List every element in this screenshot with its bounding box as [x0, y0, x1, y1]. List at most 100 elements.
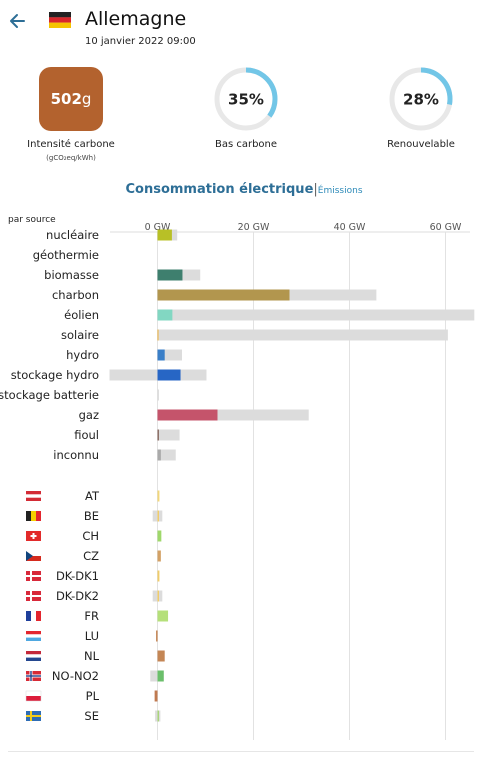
production-bar: [157, 309, 173, 321]
exchange-bar: [157, 650, 165, 662]
capacity-bar: [157, 409, 309, 421]
exchange-label: LU: [85, 629, 99, 643]
capacity-bar: [157, 349, 182, 361]
exchange-row: CH: [26, 529, 162, 543]
exchange-row: DK-DK2: [26, 589, 163, 603]
exchange-label: CZ: [83, 549, 99, 563]
exchange-label: BE: [84, 509, 99, 523]
row-label: inconnu: [53, 448, 99, 462]
row-label: éolien: [64, 308, 99, 322]
low-carbon-label: Bas carbone: [214, 139, 278, 150]
chart-axis-ticks: 0 GW 20 GW 40 GW 60 GW: [145, 222, 462, 233]
tick-label: 40 GW: [334, 222, 366, 233]
capacity-bar-negative: [109, 369, 158, 381]
production-row: nucléaire: [46, 228, 178, 242]
arrow-left-icon: [10, 14, 25, 28]
capacity-bar: [157, 389, 159, 401]
exchange-bar: [157, 550, 161, 562]
exchange-label: AT: [85, 489, 100, 503]
exchange-label: DK-DK1: [56, 569, 99, 583]
production-row: inconnu: [53, 448, 176, 462]
tick-label: 20 GW: [238, 222, 270, 233]
production-row: stockage hydro: [11, 368, 207, 382]
page-title: Allemagne: [85, 8, 187, 30]
capacity-bar: [157, 329, 448, 341]
production-row: hydro: [66, 348, 182, 362]
production-row: fioul: [74, 428, 180, 442]
chart-tabs: Consommation électrique|Émissions: [0, 178, 488, 197]
renewable-value: 28%: [403, 91, 439, 109]
exchange-bar: [157, 510, 159, 522]
row-label: biomasse: [44, 268, 99, 282]
production-bar: [157, 429, 159, 441]
exchange-row: CZ: [26, 549, 161, 563]
exchange-bar: [157, 590, 159, 602]
exchange-bar: [157, 670, 164, 682]
tick-label: 0 GW: [145, 222, 171, 233]
low-carbon-gauge: 35%: [213, 66, 279, 132]
flag-lu-icon: [26, 631, 41, 641]
tab-consumption[interactable]: Consommation électrique: [125, 182, 314, 197]
row-label: stockage batterie: [0, 388, 99, 402]
production-bar: [157, 449, 161, 461]
datetime: 10 janvier 2022 09:00: [85, 36, 196, 47]
production-bar: [157, 369, 181, 381]
production-row: géothermie: [33, 248, 99, 262]
flag-cz-icon: [26, 551, 41, 561]
exchange-row: PL: [25, 689, 158, 703]
exchange-label: SE: [84, 709, 99, 723]
tab-separator: |: [313, 182, 318, 197]
low-carbon-value: 35%: [228, 91, 264, 109]
exchange-bar: [157, 490, 160, 502]
exchange-label: CH: [82, 529, 99, 543]
exchange-label: PL: [86, 689, 100, 703]
tick-label: 60 GW: [430, 222, 462, 233]
exchange-bar: [157, 610, 169, 622]
exchange-row: AT: [26, 489, 160, 503]
flag-pl-icon: [25, 690, 42, 702]
renewable-gauge: 28%: [388, 66, 454, 132]
exchange-row: NO-NO2: [26, 669, 164, 683]
row-label: gaz: [79, 408, 99, 422]
consumption-chart: 0 GW 20 GW 40 GW 60 GW nucléaire géothermie b…: [0, 222, 475, 740]
exchange-row: NL: [26, 649, 165, 663]
exchange-row: BE: [26, 509, 163, 523]
row-label: stockage hydro: [11, 368, 99, 382]
flag-at-icon: [26, 491, 41, 501]
exchange-row: FR: [26, 609, 169, 623]
production-row: biomasse: [44, 268, 201, 282]
by-source-label: par source: [8, 215, 56, 225]
production-row: éolien: [64, 308, 475, 322]
capacity-bar: [157, 449, 176, 461]
flag-no-icon: [26, 671, 41, 681]
carbon-intensity-unit-label: (gCO₂eq/kWh): [46, 154, 96, 162]
row-label: hydro: [66, 348, 99, 362]
flag-fr-icon: [26, 611, 41, 621]
exchange-row: LU: [26, 629, 158, 643]
tab-emissions[interactable]: Émissions: [317, 186, 363, 196]
capacity-bar: [157, 309, 475, 321]
exchange-label: FR: [84, 609, 99, 623]
capacity-bar: [157, 429, 180, 441]
renewable-label: Renouvelable: [387, 139, 455, 150]
carbon-intensity-badge: 502 g: [39, 67, 103, 131]
low-carbon-ring-fill: [214, 67, 278, 131]
chart-rows: nucléaire géothermie biomasse charbon éolien…: [0, 228, 475, 723]
renewable-ring-fill: [389, 67, 453, 131]
flag-be-icon: [26, 511, 41, 521]
chart-grid: [110, 231, 470, 740]
production-bar: [157, 409, 218, 421]
flag-nl-icon: [26, 651, 41, 661]
exchange-capacity-bar: [150, 670, 164, 682]
exchange-label: NL: [84, 649, 100, 663]
carbon-intensity-label: Intensité carbone: [27, 139, 115, 150]
production-bar: [157, 289, 290, 301]
row-label: nucléaire: [46, 228, 99, 242]
flag-se-icon: [26, 711, 41, 721]
back-button[interactable]: [6, 10, 28, 32]
exchange-label: DK-DK2: [56, 589, 99, 603]
production-bar: [157, 329, 159, 341]
exchange-bar: [156, 630, 158, 642]
exchange-bar: [157, 710, 159, 722]
exchange-row: DK-DK1: [26, 569, 160, 583]
